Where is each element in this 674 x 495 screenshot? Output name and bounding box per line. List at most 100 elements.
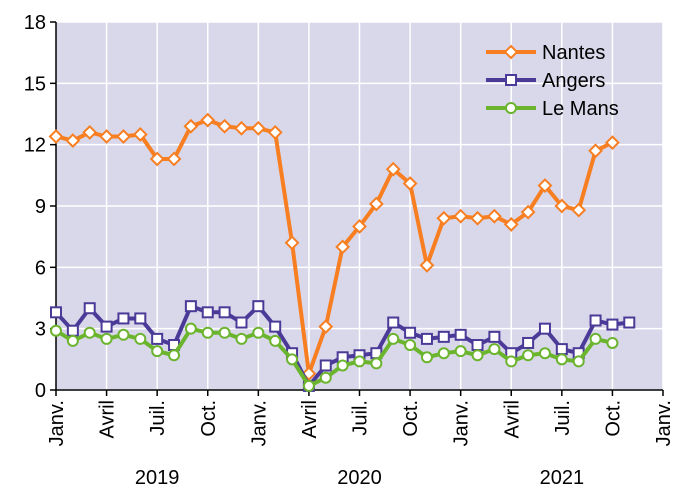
marker <box>606 318 619 331</box>
marker <box>520 204 536 220</box>
marker <box>336 359 349 372</box>
marker <box>522 336 535 349</box>
marker <box>200 112 216 128</box>
marker <box>420 332 433 345</box>
y-tick-label: 18 <box>24 12 46 34</box>
marker <box>606 336 619 349</box>
x-tick-label: Janv. <box>46 400 68 446</box>
marker <box>99 129 114 144</box>
x-tick-label: Oct. <box>602 400 624 437</box>
x-tick-label: Janv. <box>451 400 473 446</box>
marker <box>505 355 518 368</box>
marker <box>488 343 501 356</box>
marker <box>538 322 551 335</box>
legend-label: Angers <box>542 70 605 92</box>
marker <box>284 235 300 251</box>
x-tick-label: Avril <box>299 400 321 439</box>
marker <box>486 208 502 224</box>
marker <box>538 347 551 360</box>
marker <box>201 306 214 319</box>
marker <box>436 210 452 226</box>
marker <box>184 300 197 313</box>
x-tick-label: Janv. <box>248 400 270 446</box>
series-line <box>54 326 613 388</box>
marker <box>419 257 435 273</box>
marker <box>252 326 265 339</box>
marker <box>166 151 182 167</box>
marker <box>385 161 401 177</box>
marker <box>387 316 400 329</box>
marker <box>605 135 620 151</box>
marker <box>168 349 181 362</box>
marker <box>623 316 636 329</box>
marker <box>335 239 351 255</box>
marker <box>505 74 517 86</box>
marker <box>588 143 603 159</box>
marker <box>319 371 332 384</box>
marker <box>116 129 131 144</box>
year-label: 2020 <box>337 467 382 489</box>
x-tick-label: Oct. <box>198 400 220 437</box>
marker <box>83 302 96 315</box>
marker <box>218 306 231 319</box>
marker <box>302 379 315 392</box>
y-tick-label: 15 <box>24 73 46 95</box>
x-tick-label: Janv. <box>653 400 674 446</box>
marker <box>100 320 113 333</box>
legend-label: Nantes <box>542 42 605 64</box>
legend-label: Le Mans <box>542 98 619 120</box>
marker <box>319 359 332 372</box>
marker <box>250 120 266 136</box>
marker <box>252 300 265 313</box>
marker <box>83 326 96 339</box>
marker <box>454 345 467 358</box>
year-label: 2019 <box>135 467 180 489</box>
marker <box>132 127 148 142</box>
marker <box>48 129 64 144</box>
marker <box>387 332 400 345</box>
marker <box>404 326 417 339</box>
marker <box>368 196 384 212</box>
x-tick-label: Avril <box>501 400 523 439</box>
x-tick-label: Avril <box>97 400 119 439</box>
marker <box>183 118 199 134</box>
marker <box>50 306 62 319</box>
year-label: 2021 <box>540 467 585 489</box>
marker <box>235 316 248 329</box>
marker <box>117 328 130 341</box>
marker <box>201 326 214 339</box>
marker <box>66 334 79 347</box>
marker <box>420 351 433 364</box>
marker <box>234 120 249 136</box>
marker <box>471 339 484 352</box>
marker <box>134 312 147 325</box>
x-tick-label: Juil. <box>350 400 372 436</box>
marker <box>269 334 282 347</box>
marker <box>66 324 79 337</box>
marker <box>537 178 553 193</box>
marker <box>117 312 130 325</box>
marker <box>353 355 366 368</box>
marker <box>370 357 383 370</box>
marker <box>488 330 501 343</box>
marker <box>402 176 418 191</box>
marker <box>149 151 165 167</box>
marker <box>453 208 469 224</box>
marker <box>503 216 519 232</box>
marker <box>522 349 535 362</box>
marker <box>471 349 484 362</box>
marker <box>589 314 602 327</box>
marker <box>100 332 113 345</box>
marker <box>218 326 231 339</box>
marker <box>82 124 98 140</box>
marker <box>505 102 517 114</box>
marker <box>65 133 81 148</box>
marker <box>217 118 233 134</box>
marker <box>589 332 602 345</box>
marker <box>503 44 519 60</box>
marker <box>470 210 485 226</box>
series-line <box>55 118 614 376</box>
marker <box>134 332 147 345</box>
marker <box>454 328 467 341</box>
